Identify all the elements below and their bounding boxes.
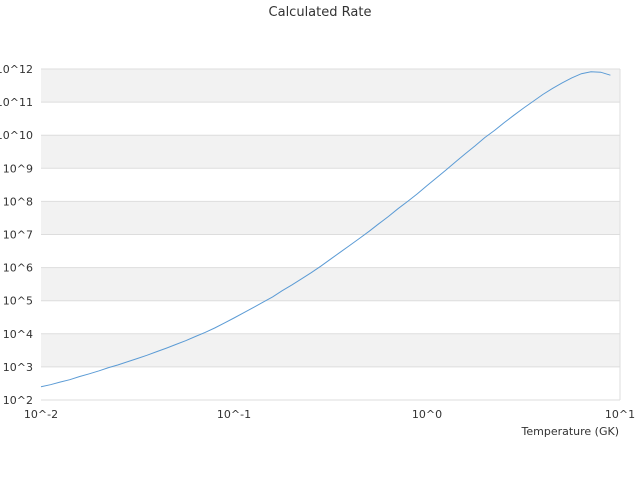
- grid-band: [41, 366, 620, 400]
- y-tick-label: 10^10: [0, 129, 33, 142]
- x-tick-label: 10^-1: [217, 408, 251, 421]
- y-tick-label: 10^11: [0, 96, 33, 109]
- x-axis-ticks: 10^-2 10^-1 10^0 10^1: [24, 408, 635, 421]
- grid-band: [41, 168, 620, 202]
- grid-band: [41, 102, 620, 136]
- y-axis-ticks: 10^2 10^3 10^4 10^5 10^6 10^7 10^8 10^9 10^10 10^…: [0, 63, 33, 407]
- grid-band: [41, 135, 620, 169]
- background-bands: [41, 69, 620, 400]
- y-tick-label: 10^2: [3, 394, 33, 407]
- chart-title: Calculated Rate: [269, 5, 372, 20]
- y-tick-label: 10^6: [3, 262, 33, 275]
- grid-band: [41, 333, 620, 367]
- grid-band: [41, 234, 620, 268]
- series-line: [40, 71, 611, 388]
- grid-band: [41, 300, 620, 334]
- x-tick-label: 10^0: [412, 408, 442, 421]
- x-tick-label: 10^1: [605, 408, 635, 421]
- y-tick-label: 10^3: [3, 361, 33, 374]
- x-tick-label: 10^-2: [24, 408, 58, 421]
- y-tick-label: 10^5: [3, 295, 33, 308]
- series-group: [40, 71, 611, 388]
- grid-band: [41, 267, 620, 301]
- y-tick-label: 10^8: [3, 195, 33, 208]
- y-tick-label: 10^12: [0, 63, 33, 76]
- grid-band: [41, 201, 620, 235]
- y-tick-label: 10^7: [3, 229, 33, 242]
- gridlines: [41, 68, 621, 401]
- y-tick-label: 10^4: [3, 328, 33, 341]
- x-axis-label: Temperature (GK): [521, 425, 620, 438]
- y-tick-label: 10^9: [3, 162, 33, 175]
- grid-band: [41, 69, 620, 103]
